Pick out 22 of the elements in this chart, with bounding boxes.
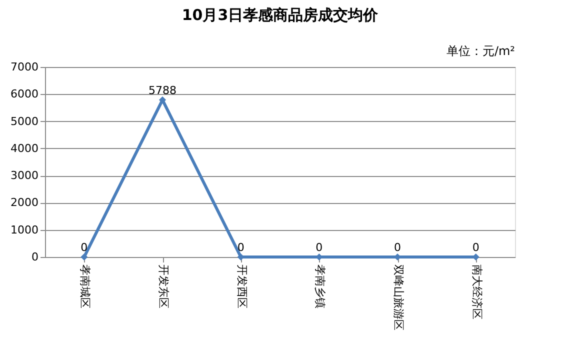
- x-tick-label: 南大经济区: [470, 264, 484, 320]
- x-tick-label: 双峰山旅游区: [392, 264, 405, 330]
- y-tick-label: 0: [32, 250, 38, 264]
- x-tick-label: 孝南乡镇: [314, 264, 327, 308]
- y-tick-label: 3000: [10, 169, 38, 182]
- x-tick-label: 开发东区: [157, 264, 170, 308]
- x-tick-label: 孝南城区: [78, 264, 92, 308]
- y-tick-label: 6000: [10, 88, 38, 101]
- y-tick-label: 7000: [10, 60, 38, 74]
- data-label: 0: [394, 241, 401, 254]
- data-label: 0: [472, 241, 480, 254]
- chart-title: 10月3日孝感商品房成交均价: [182, 6, 380, 24]
- data-label: 0: [237, 241, 244, 254]
- y-tick-label: 4000: [10, 142, 38, 155]
- text: 单位：元/m²: [446, 44, 516, 58]
- y-tick-label: 5000: [10, 114, 38, 128]
- data-label: 0: [316, 241, 323, 254]
- y-tick-label: 1000: [10, 223, 38, 236]
- data-label: 0: [80, 241, 88, 254]
- y-tick-label: 2000: [10, 196, 38, 210]
- data-label: 5788: [148, 84, 176, 97]
- x-tick-label: 开发西区: [235, 264, 248, 308]
